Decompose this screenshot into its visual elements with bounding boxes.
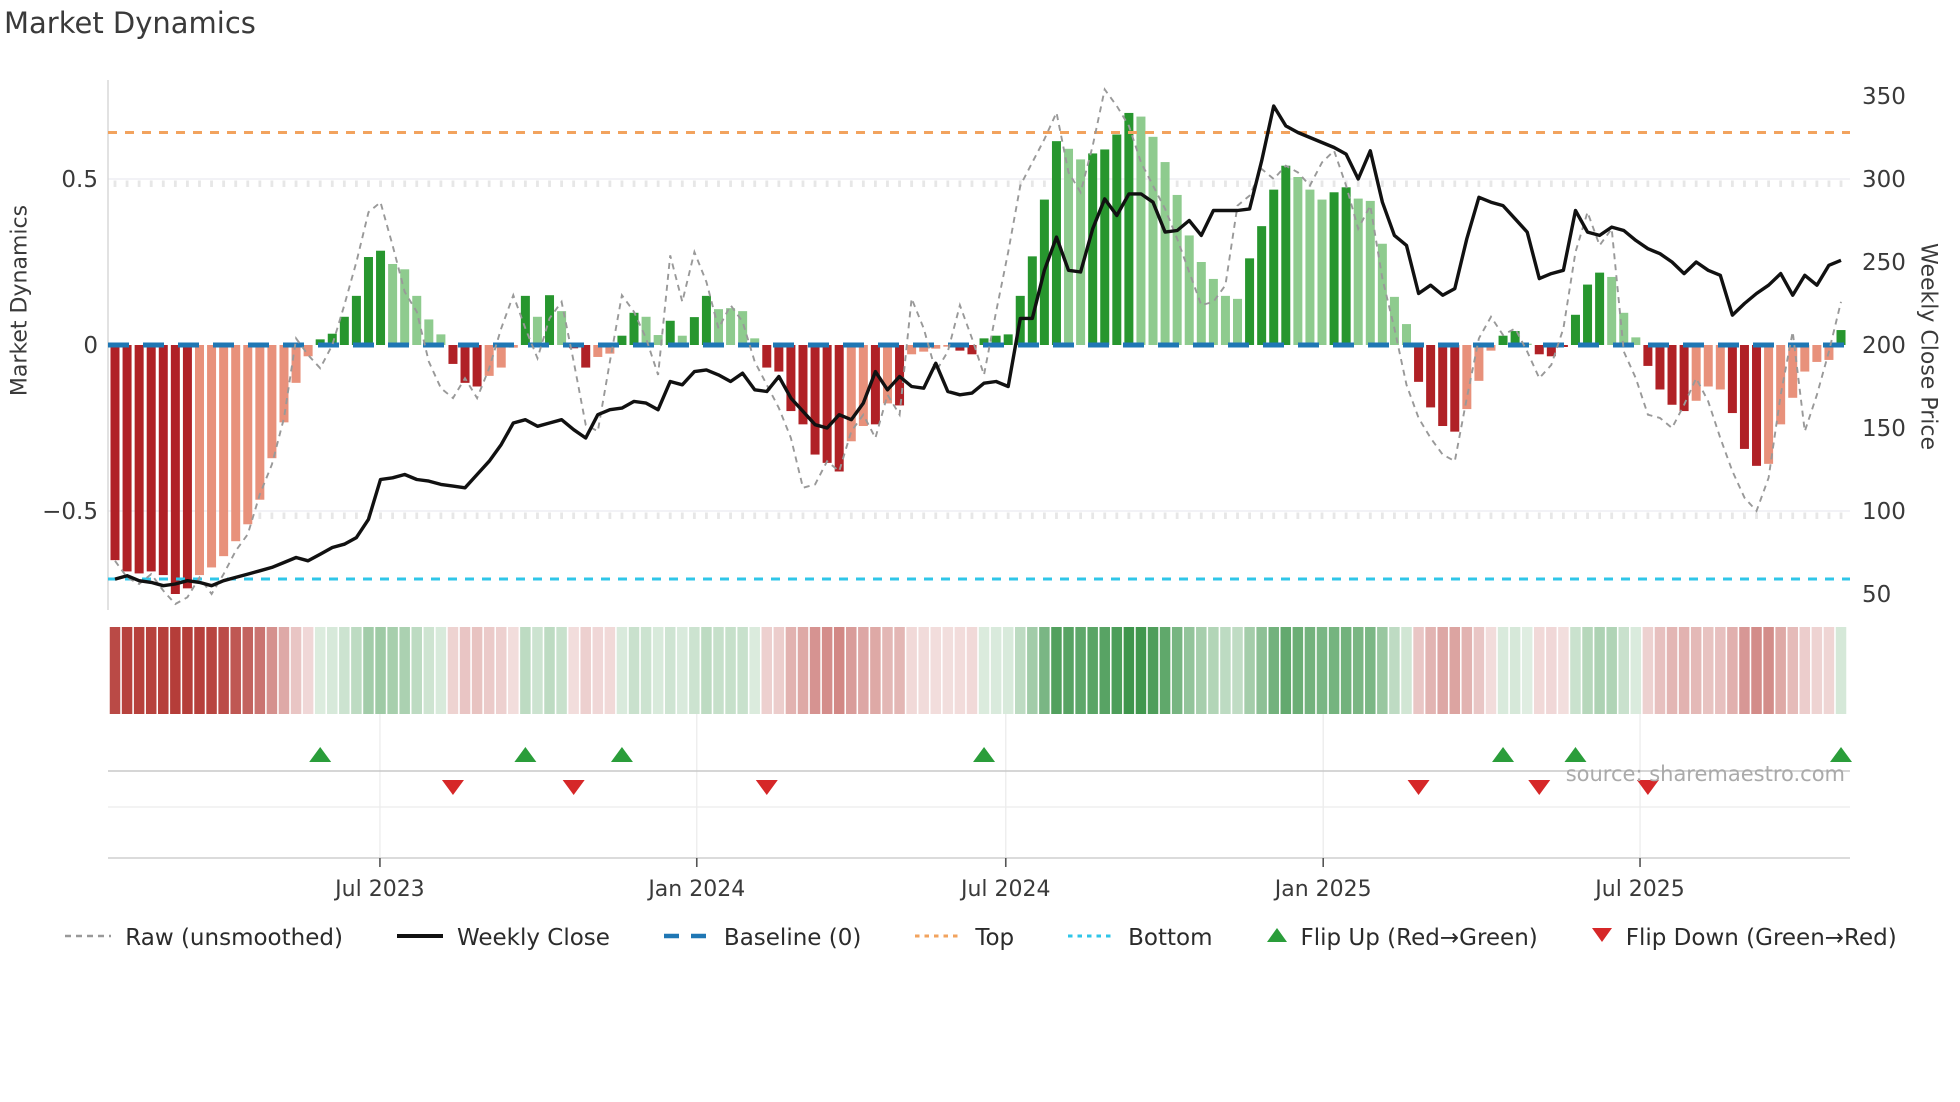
legend-item-top: Top	[913, 925, 1014, 951]
flip-marker-panel	[108, 714, 1850, 859]
legend-label: Weekly Close	[456, 925, 610, 951]
right-y-tick-label: 200	[1862, 333, 1906, 359]
bottom-line-swatch-icon	[1066, 925, 1116, 951]
legend-label: Bottom	[1128, 925, 1213, 951]
x-tick-label: Jul 2025	[1593, 877, 1685, 902]
source-attribution: source: sharemaestro.com	[1565, 762, 1845, 786]
right-y-axis: 350 300 250 200 150 100 50	[1862, 84, 1906, 608]
flip-up-triangle-icon	[1265, 925, 1289, 951]
legend-label: Flip Down (Green→Red)	[1625, 925, 1897, 951]
right-y-tick-label: 50	[1862, 582, 1891, 608]
right-y-tick-label: 150	[1862, 416, 1906, 442]
heatmap-strip	[109, 627, 1847, 714]
oscillator-bars	[110, 112, 1846, 594]
weekly-close-swatch-icon	[395, 925, 445, 951]
legend-item-flip-down: Flip Down (Green→Red)	[1590, 925, 1897, 951]
page-title: Market Dynamics	[4, 6, 256, 40]
legend-label: Raw (unsmoothed)	[125, 925, 343, 951]
x-tick-label: Jul 2023	[333, 877, 425, 902]
left-y-tick-label: −0.5	[42, 499, 98, 525]
x-tick-label: Jan 2024	[646, 877, 745, 902]
left-y-axis: 0.5 0 −0.5	[42, 167, 98, 525]
flip-down-triangle-icon	[1590, 925, 1614, 951]
legend-item-weekly-close: Weekly Close	[395, 925, 610, 951]
legend-item-baseline: Baseline (0)	[662, 925, 861, 951]
right-y-tick-label: 250	[1862, 250, 1906, 276]
right-y-tick-label: 100	[1862, 499, 1906, 525]
flip-up-markers	[309, 747, 1853, 762]
x-axis: Jul 2023 Jan 2024 Jul 2024 Jan 2025 Jul 2025	[333, 858, 1685, 902]
legend-item-raw: Raw (unsmoothed)	[63, 925, 343, 951]
raw-line	[114, 87, 1842, 606]
legend-item-bottom: Bottom	[1066, 925, 1213, 951]
top-line-swatch-icon	[913, 925, 963, 951]
legend-label: Top	[975, 925, 1015, 951]
left-y-tick-label: 0	[83, 333, 98, 359]
chart-legend: Raw (unsmoothed) Weekly Close Baseline (…	[0, 925, 1960, 951]
flip-down-markers	[441, 780, 1659, 795]
legend-label: Baseline (0)	[723, 925, 862, 951]
raw-line-swatch-icon	[63, 925, 113, 951]
left-y-tick-label: 0.5	[61, 167, 98, 193]
legend-item-flip-up: Flip Up (Red→Green)	[1265, 925, 1538, 951]
legend-label: Flip Up (Red→Green)	[1300, 925, 1538, 951]
right-y-tick-label: 350	[1862, 84, 1906, 110]
baseline-swatch-icon	[662, 925, 712, 951]
x-tick-label: Jul 2024	[959, 877, 1051, 902]
x-tick-label: Jan 2025	[1273, 877, 1372, 902]
right-y-tick-label: 300	[1862, 167, 1906, 193]
weekly-close-line	[114, 104, 1842, 588]
